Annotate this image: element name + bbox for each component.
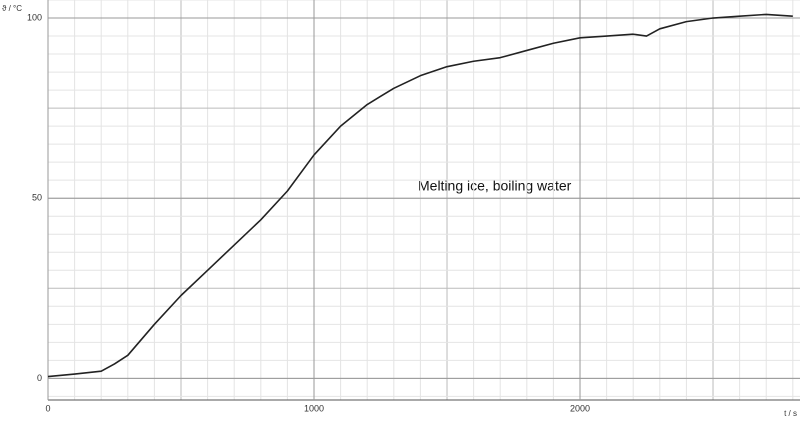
y-tick-label: 0 [37,373,42,383]
y-tick-label: 100 [27,12,42,22]
y-tick-label: 50 [32,193,42,203]
x-tick-label: 2000 [570,403,590,413]
annotation: Melting ice, boiling water [418,178,572,194]
data-line [47,13,793,378]
x-tick-label: 1000 [304,403,324,413]
y-axis-label: ϑ / °C [2,4,22,13]
x-tick-label: 0 [45,403,50,413]
x-axis-label: t / s [784,409,797,418]
